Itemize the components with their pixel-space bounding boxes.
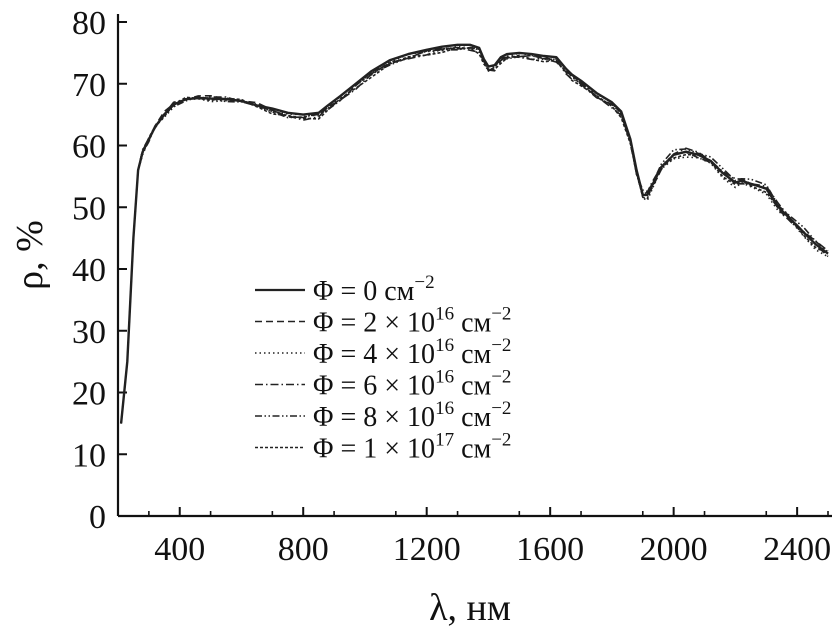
- y-tick-label: 70: [72, 67, 106, 104]
- series-line-4: [120, 46, 829, 424]
- y-tick-label: 20: [72, 376, 106, 413]
- series-lines: [119, 43, 829, 424]
- y-tick-label: 60: [72, 129, 106, 166]
- y-tick-label: 10: [72, 437, 106, 474]
- legend-label-0: Φ = 0 см−2: [313, 272, 435, 307]
- series-line-0: [119, 43, 829, 424]
- legend-label-1: Φ = 2 × 1016 см−2: [313, 304, 511, 339]
- x-tick-label: 1200: [393, 531, 461, 568]
- legend-label-5: Φ = 1 × 1017 см−2: [313, 430, 511, 465]
- x-tick-label: 2400: [763, 531, 831, 568]
- y-tick-label: 30: [72, 314, 106, 351]
- x-tick-label: 400: [154, 531, 205, 568]
- y-tick-label: 50: [72, 190, 106, 227]
- legend-label-4: Φ = 8 × 1016 см−2: [313, 398, 511, 433]
- ticks: 0 10 20 30 40 50 60 70 80 400 800 1200 1600 2000 2400: [72, 5, 831, 568]
- x-tick-label: 2000: [640, 531, 708, 568]
- x-axis-label: λ, нм: [429, 587, 511, 629]
- legend-label-3: Φ = 6 × 1016 см−2: [313, 367, 511, 402]
- y-axis-label: ρ, %: [9, 220, 51, 290]
- axes: [116, 14, 832, 518]
- x-tick-label: 1600: [516, 531, 584, 568]
- series-line-1: [120, 47, 829, 424]
- y-tick-label: 0: [89, 499, 106, 536]
- y-tick-label: 80: [72, 5, 106, 42]
- legend: Φ = 0 см−2Φ = 2 × 1016 см−2Φ = 4 × 1016 …: [255, 272, 511, 465]
- series-line-5: [120, 47, 829, 424]
- legend-label-2: Φ = 4 × 1016 см−2: [313, 335, 511, 370]
- y-tick-label: 40: [72, 252, 106, 289]
- x-tick-label: 800: [278, 531, 329, 568]
